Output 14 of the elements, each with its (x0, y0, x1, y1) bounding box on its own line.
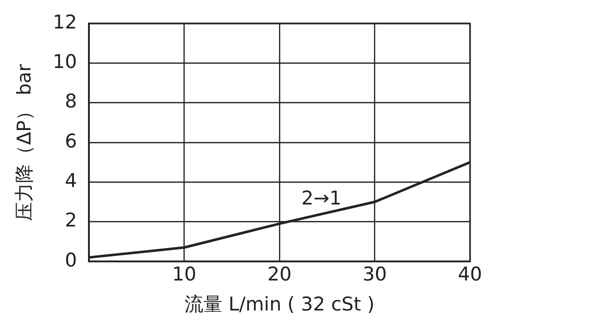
x-tick-label: 10 (172, 264, 196, 286)
x-axis-title: 流量 L/min ( 32 cSt ) (184, 294, 374, 316)
y-tick-label: 6 (64, 130, 77, 152)
y-tick-label: 0 (64, 249, 77, 272)
y-tick-label: 12 (52, 11, 77, 34)
y-tick-label: 2 (64, 210, 77, 232)
annotation: 2→1 (301, 187, 342, 210)
x-tick-label: 20 (267, 264, 292, 286)
x-tick-label: 40 (458, 264, 482, 286)
y-axis-title: 压力降（ΔP） bar (13, 64, 36, 221)
y-tick-label: 10 (52, 51, 77, 74)
y-tick-label: 8 (64, 90, 77, 113)
y-tick-label: 4 (64, 170, 77, 192)
x-tick-label: 30 (362, 264, 387, 286)
